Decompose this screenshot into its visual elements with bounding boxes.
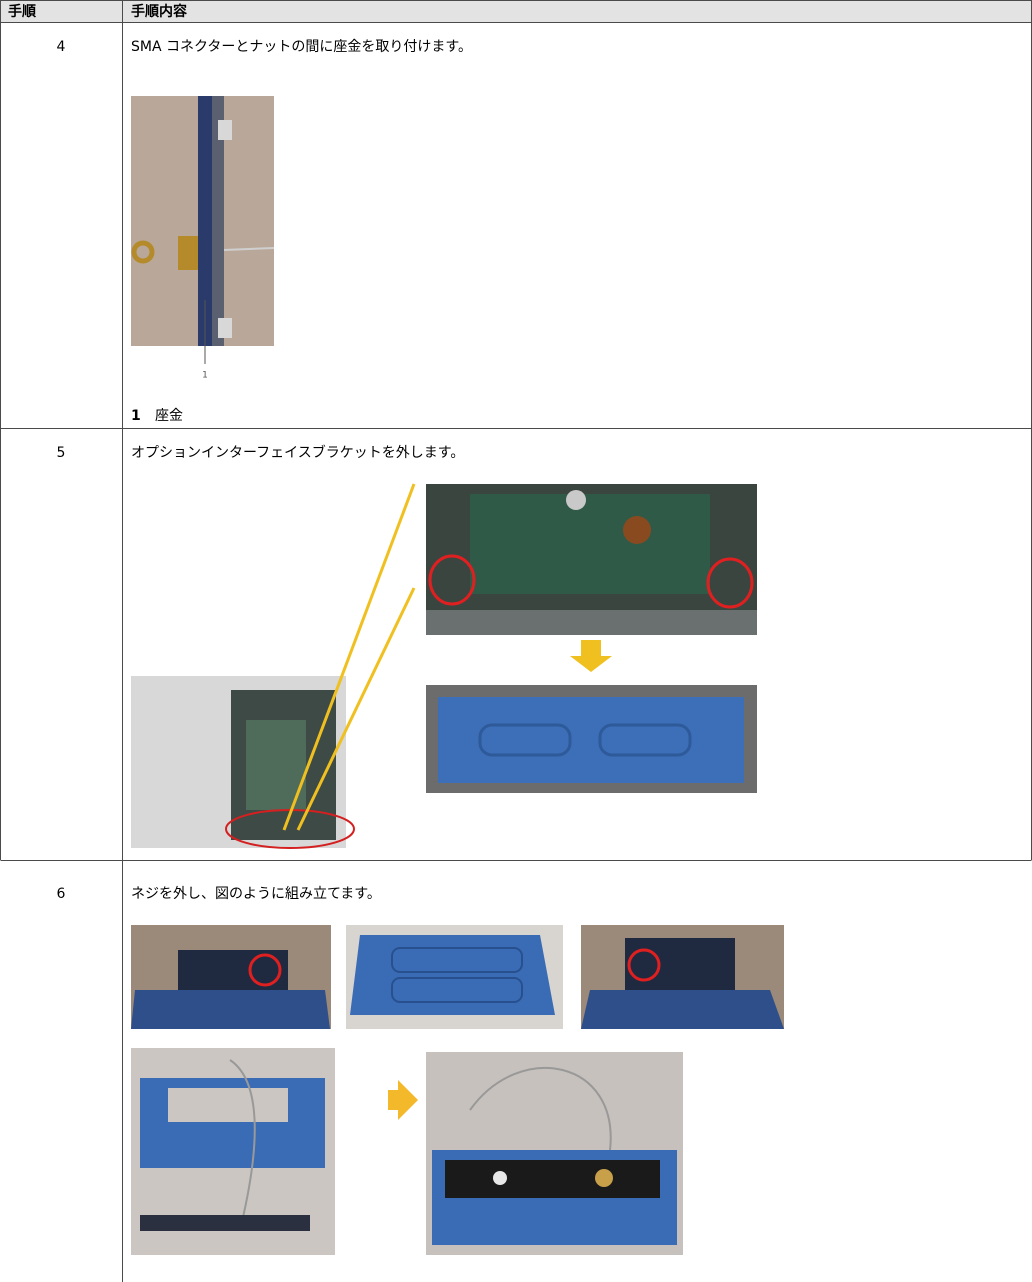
step-number: 4 bbox=[57, 39, 66, 55]
callout-lines bbox=[282, 483, 416, 831]
step-text: オプションインターフェイスブラケットを外します。 bbox=[131, 444, 464, 461]
photo-device-overview bbox=[131, 676, 355, 849]
step-text: SMA コネクターとナットの間に座金を取り付けます。 bbox=[131, 39, 472, 55]
callout-number: 1 bbox=[202, 371, 208, 381]
step-number: 6 bbox=[57, 886, 66, 902]
arrow bbox=[388, 1080, 418, 1120]
photo-parts bbox=[131, 1048, 335, 1255]
photo-sma-connector bbox=[131, 96, 275, 364]
photo-interface-bracket bbox=[426, 685, 757, 793]
photo-board-closeup bbox=[426, 484, 757, 635]
header-cell: 手順内容 bbox=[131, 3, 187, 20]
step-text: ネジを外し、図のように組み立てます。 bbox=[131, 886, 381, 902]
photo-bracket-screw bbox=[131, 925, 331, 1029]
photo-bracket-side bbox=[581, 925, 784, 1029]
legend-number: 1 bbox=[131, 408, 141, 424]
arrow bbox=[570, 640, 612, 672]
photo-assembled bbox=[426, 1052, 683, 1255]
step-number: 5 bbox=[57, 445, 66, 461]
header-cell: 手順 bbox=[8, 3, 37, 20]
photo-bracket-plate bbox=[346, 925, 563, 1029]
legend-text: 座金 bbox=[155, 408, 183, 424]
header-background bbox=[0, 0, 1032, 23]
